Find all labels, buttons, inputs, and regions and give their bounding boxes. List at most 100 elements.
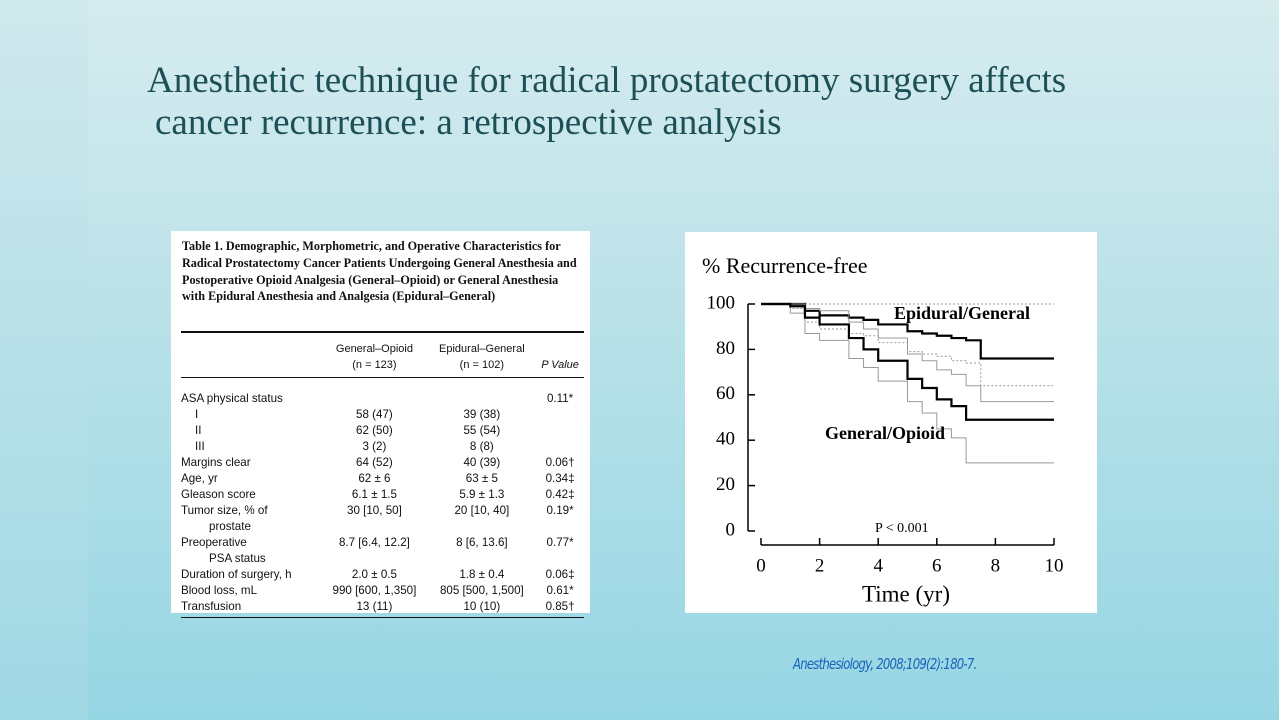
table-cell: 5.9 ± 1.3 [459,487,505,501]
x-tick-label: 10 [1045,555,1064,576]
header-title: P Value [541,359,579,371]
table-row: ASA physical status 0.11* [181,377,584,406]
table-cell [536,406,584,422]
table-row: Gleason score 6.1 ± 1.5 5.9 ± 1.3 0.42‡ [181,486,584,502]
table-row: Age, yr 62 ± 6 63 ± 5 0.34‡ [181,470,584,486]
header-cell: P Value [536,332,584,378]
table-cell: 64 (52) [356,455,393,469]
title-line: Anesthetic technique for radical prostat… [147,60,1067,101]
table-cell: 62 (50) [356,423,393,437]
y-tick-label: 100 [707,292,736,313]
x-tick-label: 0 [756,555,766,576]
table-cell: 63 ± 5 [465,471,498,485]
y-tick-label: 80 [716,338,735,359]
header-n: (n = 123) [352,359,397,371]
table-cell: 0.85† [536,598,584,618]
table-cell: 58 (47) [356,407,393,421]
table-row: Preoperative 8.7 [6.4, 12.2] 8 [6, 13.6] 0.… [181,534,584,550]
table-cell: Blood loss, mL [181,583,258,597]
table-cell [321,550,427,566]
table-cell: II [195,423,202,437]
table-cell: I [195,407,199,421]
table-cell: 30 [10, 50] [347,503,402,517]
table-cell: 0.34‡ [545,471,575,485]
table-cell: 0.11* [536,377,584,406]
table-cell: 8 [6, 13.6] [456,535,508,549]
table-row: Tumor size, % of 30 [10, 50] 20 [10, 40] 0.… [181,502,584,518]
title-line: cancer recurrence: a retrospective analy… [155,102,782,143]
table-cell: 8 (8) [469,439,494,453]
table-cell [428,518,537,534]
table-cell: 62 ± 6 [358,471,391,485]
table-cell: 39 (38) [463,407,501,421]
table-cell [536,438,584,454]
citation: Anesthesiology, 2008;109(2):180-7. [793,655,977,673]
x-tick-label: 6 [932,555,942,576]
table-cell [536,518,584,534]
table-cell: 0.61* [546,583,574,597]
table-row: I 58 (47) 39 (38) [181,406,584,422]
chart: % Recurrence-free Time (yr) P < 0.001 0 2… [685,232,1097,613]
header-title: General–Opioid [335,343,413,355]
confidence-bound [761,303,1054,464]
table-cell: ASA physical status [181,377,322,406]
table-cell: PSA status [209,551,266,565]
chart-title: % Recurrence-free [702,253,867,278]
header-cell: General–Opioid (n = 123) [321,332,427,378]
annotation: P < 0.001 [875,521,929,536]
x-tick-label: 4 [873,555,883,576]
table-row: prostate [181,518,584,534]
table-cell: 0.42‡ [545,487,575,501]
table-cell: Transfusion [181,598,322,618]
slide-title: Anesthetic technique for radical prostat… [147,60,1066,144]
table-cell: prostate [209,519,251,533]
table-cell: 13 (11) [321,598,428,618]
table-row: PSA status [181,550,584,566]
series-label: Epidural/General [894,303,1030,323]
header-title: Epidural–General [439,343,525,355]
table-cell: 0.77* [546,535,574,549]
table-cell: Margins clear [181,455,251,469]
x-axis-label: Time (yr) [862,581,950,606]
header-row: General–Opioid (n = 123) Epidural–General (… [181,332,584,378]
table-row: II 62 (50) 55 (54) [181,422,584,438]
table-row: Blood loss, mL 990 [600, 1,350] 805 [500, … [181,582,584,598]
table-cell [536,550,584,566]
table-row: III 3 (2) 8 (8) [181,438,584,454]
table-row: Margins clear 64 (52) 40 (39) 0.06† [181,454,584,470]
series-label: General/Opioid [825,423,945,443]
header-cell [181,332,321,378]
confidence-bound [761,303,1054,387]
table-cell: 1.8 ± 0.4 [459,567,505,581]
y-tick-label: 60 [716,383,735,404]
table-cell: Preoperative [181,535,247,549]
table-row: Transfusion 13 (11) 10 (10) 0.85† [181,598,584,618]
table-cell: 40 (39) [463,455,501,469]
table-cell [321,518,427,534]
y-tick-label: 20 [716,474,735,495]
table-cell: 8.7 [6.4, 12.2] [338,535,410,549]
table-cell: 0.06‡ [545,567,575,581]
table-cell [428,550,537,566]
table-cell: 10 (10) [427,598,537,618]
y-tick-label: 40 [716,429,735,450]
table-cell: Duration of surgery, h [181,567,292,581]
header-n: (n = 102) [459,359,505,371]
table-cell: 0.19* [546,503,574,517]
table-figure: Table 1. Demographic, Morphometric, and … [171,231,590,618]
table-cell: 20 [10, 40] [454,503,510,517]
table-row: Duration of surgery, h 2.0 ± 0.5 1.8 ± 0.4… [181,566,584,582]
confidence-bound [761,303,1054,403]
y-tick-label: 0 [726,519,736,540]
table-cell [321,377,428,406]
table-cell: 805 [500, 1,500] [439,583,524,597]
table-cell: Gleason score [181,487,256,501]
x-tick-label: 2 [815,555,825,576]
table-cell: 3 (2) [362,439,387,453]
header-cell: Epidural–General (n = 102) [428,332,537,378]
table-cell: 55 (54) [463,423,501,437]
table-cell: Tumor size, % of [181,503,268,517]
table-cell: 0.06† [545,455,575,469]
table-cell [536,422,584,438]
table: General–Opioid (n = 123) Epidural–General (… [181,331,584,618]
